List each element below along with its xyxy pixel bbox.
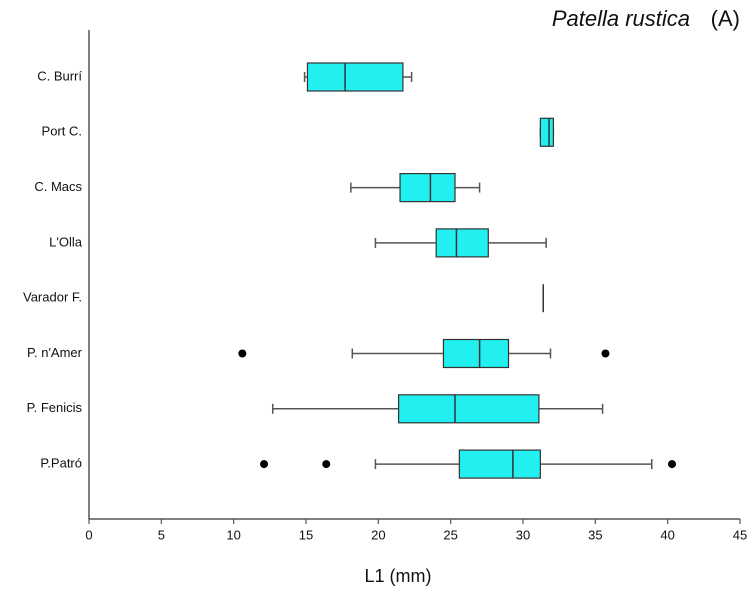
box: [397, 394, 540, 424]
x-tick-label: 45: [733, 527, 747, 542]
box: [442, 338, 510, 369]
x-tick-label: 5: [158, 527, 165, 542]
y-tick-label: C. Macs: [34, 179, 82, 194]
outlier: [668, 460, 677, 469]
x-tick-label: 10: [226, 527, 240, 542]
outlier: [601, 349, 610, 358]
x-tick-label: 15: [299, 527, 313, 542]
x-tick-label: 20: [371, 527, 385, 542]
y-tick-label: P.Patró: [40, 456, 82, 471]
box: [458, 449, 541, 479]
x-tick-label: 40: [660, 527, 674, 542]
y-tick-label: C. Burrí: [37, 68, 82, 83]
outlier: [238, 349, 247, 358]
x-tick-label: 35: [588, 527, 602, 542]
x-tick-label: 30: [516, 527, 530, 542]
y-tick-label: Varador F.: [23, 290, 82, 305]
x-tick-label: 0: [85, 527, 92, 542]
x-tick-label: 25: [443, 527, 457, 542]
outlier: [322, 460, 331, 469]
y-tick-label: P. Fenicis: [27, 400, 83, 415]
box: [306, 62, 404, 92]
y-tick-label: P. n'Amer: [27, 345, 83, 360]
y-tick-label: Port C.: [42, 124, 82, 139]
outlier: [260, 460, 269, 469]
x-axis-label: L1 (mm): [365, 566, 432, 586]
box: [539, 117, 554, 147]
box: [435, 228, 489, 258]
panel-label: (A): [711, 6, 740, 31]
box: [399, 173, 456, 203]
chart-title: Patella rustica: [552, 6, 690, 31]
y-tick-label: L'Olla: [49, 234, 83, 249]
